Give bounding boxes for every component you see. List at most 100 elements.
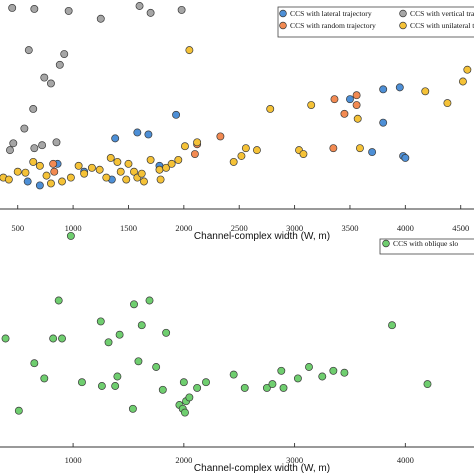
data-point [54,296,63,305]
data-point [58,334,66,343]
data-point [193,383,202,392]
data-point [155,165,164,174]
bottom-x-axis-label: Channel-complex width (W, m) [194,463,330,474]
data-point [130,300,138,309]
data-point [78,378,86,387]
data-point [111,134,120,143]
data-point [279,383,288,392]
data-point [1,334,10,343]
data-point [40,374,49,383]
x-tick-label: 3000 [286,223,303,233]
data-point [29,105,38,113]
legend-marker [279,21,287,30]
top-scatter-panel: 500 1000 1500 2000 2500 3000 3500 4000 4500 Chan… [0,2,474,242]
data-point [40,73,49,82]
data-point [14,406,23,415]
data-point [388,321,396,330]
top-legend: CCS with lateral trajectory CCS with vert… [277,6,474,38]
data-point [185,46,194,55]
data-point [145,296,154,305]
x-tick-label: 3000 [286,455,303,465]
data-point [162,163,171,172]
data-point [330,95,339,104]
x-tick-label: 500 [11,223,24,233]
data-point [443,99,452,108]
data-point [30,359,39,368]
data-point [346,95,354,104]
data-point [401,154,410,162]
data-point [49,159,58,168]
data-point [20,124,29,133]
data-point [229,370,238,379]
data-point [329,366,338,375]
data-point [135,2,144,10]
x-tick-label: 3500 [341,223,358,233]
data-point [96,14,105,23]
data-point [352,101,361,109]
data-point [458,77,467,86]
legend-marker [279,9,287,18]
x-tick-label: 1000 [65,223,82,233]
data-point [137,321,146,330]
data-point [293,374,302,383]
data-point [49,334,58,343]
data-point [353,114,362,123]
data-point [140,177,148,186]
bottom-legend: CCS with oblique slo [379,238,474,255]
x-tick-label: 2000 [175,455,192,465]
data-point [146,155,155,164]
data-point [180,142,189,151]
data-point [52,138,61,147]
data-point [152,363,161,371]
data-point [158,385,167,394]
data-point [38,141,47,150]
data-point [42,171,51,180]
x-tick-label: 2500 [231,223,248,233]
top-x-ticks: 500 1000 1500 2000 2500 3000 3500 4000 4500 [11,205,469,233]
data-point [130,167,138,176]
data-point [379,85,388,94]
data-point [30,4,39,13]
data-point [229,157,238,166]
data-point [46,179,55,188]
data-point [128,404,137,413]
data-point [266,105,275,113]
data-point [185,393,194,402]
data-point [74,161,83,170]
data-point [174,155,183,164]
data-point [6,146,14,155]
data-point [355,144,364,153]
top-data-points [0,2,472,190]
data-point [156,175,165,184]
data-point [66,173,75,182]
data-point [35,161,44,170]
bottom-scatter-panel: 1000 2000 3000 4000 Channel-complex width (… [0,231,474,474]
data-point [35,181,44,190]
data-point [421,87,430,96]
data-point [352,91,361,100]
data-point [216,132,225,141]
data-point [58,177,66,186]
data-point [4,175,13,184]
data-point [104,338,113,347]
data-point [162,328,171,337]
data-point [30,144,39,153]
data-point [96,317,105,326]
data-point [24,46,33,55]
data-point [23,177,32,186]
data-point [180,408,189,417]
data-point [237,152,246,160]
data-point [146,8,155,17]
data-point [277,366,286,375]
data-point [262,383,271,392]
data-point [241,144,250,153]
data-point [124,159,133,168]
legend-label: CCS with oblique slo [393,239,458,248]
data-point [50,167,59,176]
legend-marker [399,21,407,30]
data-point [179,378,188,387]
x-tick-label: 2000 [175,223,192,233]
data-point [55,60,64,69]
legend-marker [399,9,407,18]
